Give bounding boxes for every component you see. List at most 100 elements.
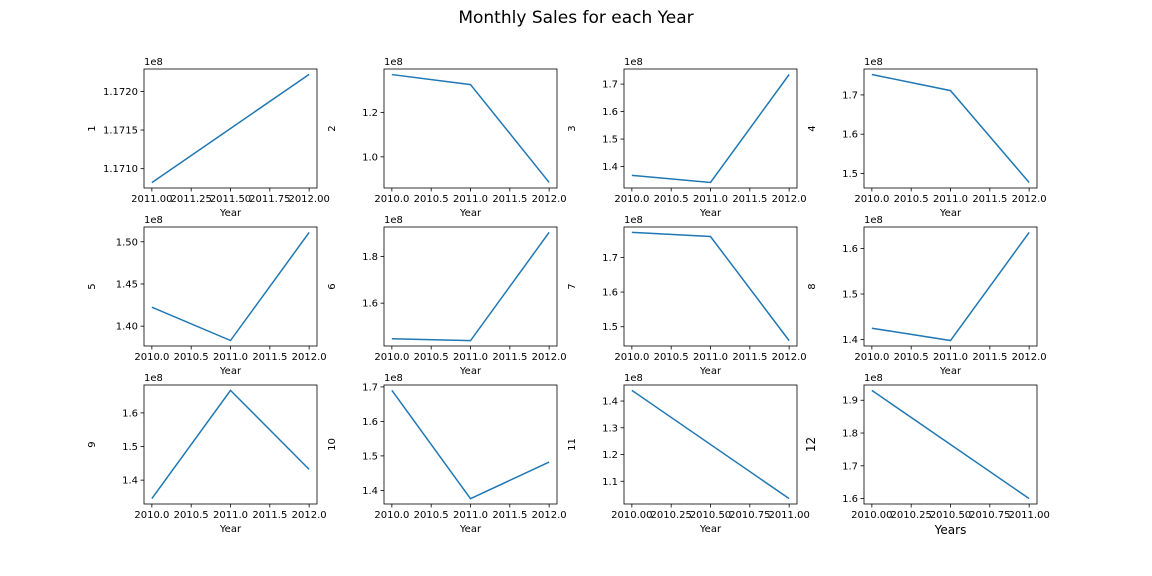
- y-tick-label: 1.7: [842, 461, 858, 472]
- x-tick-label: 2010.00: [851, 510, 892, 521]
- x-tick-label: 2011.25: [171, 194, 212, 205]
- series-line: [151, 389, 310, 500]
- y-axis-label: 8: [807, 283, 818, 289]
- x-tick-label: 2012.0: [292, 510, 327, 521]
- x-tick-label: 2010.0: [614, 194, 649, 205]
- y-tick-label: 1.40: [116, 322, 138, 333]
- series-line: [631, 231, 790, 342]
- y-tick-label: 1.4: [602, 162, 618, 173]
- y-axis-label: 3: [567, 125, 578, 131]
- subplot-10: 2010.0 2010.5 2011.0 2011.5 2012.0 1.4 1.5 1.6 1…: [327, 373, 567, 535]
- y-tick-label: 1.6: [362, 417, 378, 428]
- y-tick-label: 1.5: [602, 135, 618, 146]
- x-tick-label: 2011.00: [131, 194, 172, 205]
- y-axis-label: 10: [327, 438, 338, 451]
- x-axis-label: Year: [699, 208, 722, 219]
- y-offset-text: 1e8: [624, 215, 643, 226]
- y-tick-label: 1.4: [362, 486, 378, 497]
- y-tick-label: 1.7: [362, 382, 378, 393]
- x-tick-label: 2012.0: [532, 352, 567, 363]
- y-offset-text: 1e8: [864, 215, 883, 226]
- x-tick-label: 2011.00: [1008, 510, 1049, 521]
- x-tick-label: 2011.0: [933, 352, 968, 363]
- y-offset-text: 1e8: [384, 215, 403, 226]
- x-tick-label: 2010.5: [894, 194, 929, 205]
- axes-frame: [863, 68, 1038, 189]
- x-tick-label: 2011.0: [213, 352, 248, 363]
- axes-frame: [623, 68, 798, 189]
- y-tick-label: 1.2: [602, 450, 618, 461]
- y-tick-label: 1.3: [602, 423, 618, 434]
- axes-frame: [383, 68, 558, 189]
- x-tick-label: 2010.50: [690, 510, 731, 521]
- x-tick-label: 2011.0: [693, 352, 728, 363]
- y-axis-label: 5: [87, 283, 98, 289]
- y-offset-text: 1e8: [624, 373, 643, 384]
- y-offset-text: 1e8: [624, 57, 643, 68]
- x-tick-label: 2010.5: [414, 510, 449, 521]
- x-tick-label: 2010.0: [614, 352, 649, 363]
- y-axis-label: 7: [567, 283, 578, 289]
- x-axis-label: Year: [459, 208, 482, 219]
- subplot-4: 2010.0 2010.5 2011.0 2011.5 2012.0 1.5 1.6 1.7 1…: [807, 57, 1047, 219]
- y-tick-label: 1.1715: [103, 126, 138, 137]
- y-offset-text: 1e8: [384, 373, 403, 384]
- x-tick-label: 2011.0: [453, 194, 488, 205]
- x-axis-label: Year: [939, 366, 962, 377]
- y-tick-label: 1.6: [602, 107, 618, 118]
- axes-frame: [623, 226, 798, 347]
- x-axis-label: Year: [699, 366, 722, 377]
- figure-title: Monthly Sales for each Year: [458, 8, 694, 28]
- x-tick-label: 2011.5: [252, 510, 287, 521]
- x-tick-label: 2012.0: [1012, 194, 1047, 205]
- x-tick-label: 2012.0: [772, 352, 807, 363]
- x-tick-label: 2010.5: [414, 194, 449, 205]
- series-line: [391, 231, 550, 342]
- x-tick-label: 2010.0: [854, 194, 889, 205]
- x-tick-label: 2012.00: [288, 194, 329, 205]
- x-tick-label: 2011.5: [732, 194, 767, 205]
- y-tick-label: 1.50: [116, 237, 138, 248]
- x-tick-label: 2010.5: [174, 352, 209, 363]
- x-axis-label: Year: [459, 524, 482, 535]
- y-tick-label: 1.7: [602, 253, 618, 264]
- y-tick-label: 1.6: [842, 130, 858, 141]
- x-tick-label: 2012.0: [532, 510, 567, 521]
- x-axis-label: Year: [699, 524, 722, 535]
- x-tick-label: 2010.0: [854, 352, 889, 363]
- x-tick-label: 2011.5: [732, 352, 767, 363]
- x-tick-label: 2011.5: [972, 352, 1007, 363]
- y-axis-label: 4: [807, 125, 818, 131]
- x-tick-label: 2011.0: [453, 510, 488, 521]
- x-tick-label: 2011.5: [492, 352, 527, 363]
- x-tick-label: 2011.0: [693, 194, 728, 205]
- subplot-2: 2010.0 2010.5 2011.0 2011.5 2012.0 1.0 1.2 1e8 Y…: [327, 57, 567, 219]
- series-line: [631, 74, 790, 184]
- y-tick-label: 1.5: [602, 322, 618, 333]
- subplot-3: 2010.0 2010.5 2011.0 2011.5 2012.0 1.4 1.5 1.6 1…: [567, 57, 807, 219]
- series-line: [871, 232, 1030, 342]
- x-tick-label: 2010.25: [891, 510, 932, 521]
- y-offset-text: 1e8: [144, 373, 163, 384]
- x-tick-label: 2012.0: [532, 194, 567, 205]
- x-tick-label: 2011.5: [492, 194, 527, 205]
- x-tick-label: 2011.5: [972, 194, 1007, 205]
- x-tick-label: 2010.0: [134, 510, 169, 521]
- x-tick-label: 2011.75: [249, 194, 290, 205]
- y-tick-label: 1.5: [842, 169, 858, 180]
- x-tick-label: 2011.0: [213, 510, 248, 521]
- x-axis-label: Year: [219, 524, 242, 535]
- y-tick-label: 1.1720: [103, 87, 138, 98]
- y-tick-label: 1.6: [842, 244, 858, 255]
- subplot-9: 2010.0 2010.5 2011.0 2011.5 2012.0 1.4 1.5 1.6 1…: [87, 373, 327, 535]
- x-tick-label: 2010.5: [414, 352, 449, 363]
- y-tick-label: 1.9: [842, 396, 858, 407]
- x-tick-label: 2010.0: [374, 194, 409, 205]
- subplot-5: 2010.0 2010.5 2011.0 2011.5 2012.0 1.40 1.45 1.…: [87, 215, 327, 377]
- y-tick-label: 1.5: [362, 451, 378, 462]
- x-axis-label: Year: [219, 366, 242, 377]
- x-tick-label: 2010.25: [651, 510, 692, 521]
- x-tick-label: 2010.0: [134, 352, 169, 363]
- x-tick-label: 2011.5: [252, 352, 287, 363]
